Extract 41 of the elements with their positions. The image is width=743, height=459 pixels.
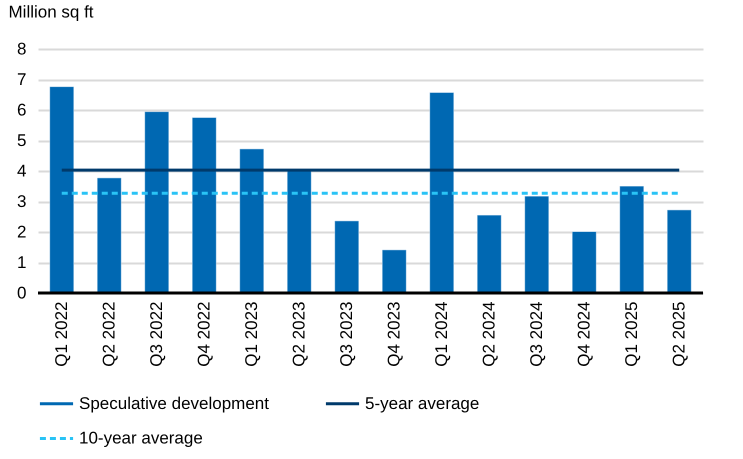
x-tick-label: Q1 2024 (432, 302, 451, 367)
x-tick-label: Q4 2023 (384, 302, 404, 367)
bar (50, 86, 74, 294)
y-tick-label: 5 (17, 131, 26, 150)
y-tick-label: 0 (17, 284, 26, 302)
x-tick-label: Q2 2025 (669, 302, 688, 367)
bar (430, 92, 454, 294)
x-tick-label: Q2 2024 (479, 302, 498, 367)
x-tick-label: Q2 2023 (289, 302, 308, 367)
legend-label: 10-year average (79, 428, 203, 448)
y-tick-label: 6 (17, 100, 26, 120)
x-tick-label: Q3 2024 (526, 302, 546, 367)
bar (144, 112, 169, 294)
x-tick-label: Q4 2022 (194, 302, 214, 367)
x-tick-label: Q1 2023 (242, 302, 261, 367)
x-tick-label: Q4 2024 (574, 302, 594, 367)
legend-label: Speculative development (79, 394, 270, 413)
bar (287, 170, 312, 294)
bar (620, 186, 644, 294)
x-tick-label: Q3 2023 (336, 302, 356, 367)
x-tick-label: Q2 2022 (99, 302, 118, 367)
bar (97, 178, 122, 294)
y-axis-title: Million sq ft (8, 2, 94, 22)
y-tick-label: 3 (17, 192, 26, 211)
x-tick-label: Q1 2022 (52, 302, 71, 367)
x-tick-label: Q3 2022 (146, 302, 166, 367)
y-tick-label: 2 (17, 222, 26, 242)
bar (667, 210, 692, 294)
bar (524, 196, 549, 294)
y-tick-label: 1 (17, 253, 26, 272)
x-tick-label: Q1 2025 (622, 302, 641, 367)
bar (334, 220, 359, 294)
bar (477, 214, 502, 294)
bar (240, 148, 264, 294)
y-tick-label: 8 (17, 40, 26, 58)
y-tick-label: 4 (17, 162, 26, 180)
bar (382, 250, 406, 294)
bar (192, 117, 216, 294)
bar (572, 231, 596, 294)
legend-label: 5-year average (365, 394, 480, 413)
y-tick-label: 7 (17, 70, 26, 89)
